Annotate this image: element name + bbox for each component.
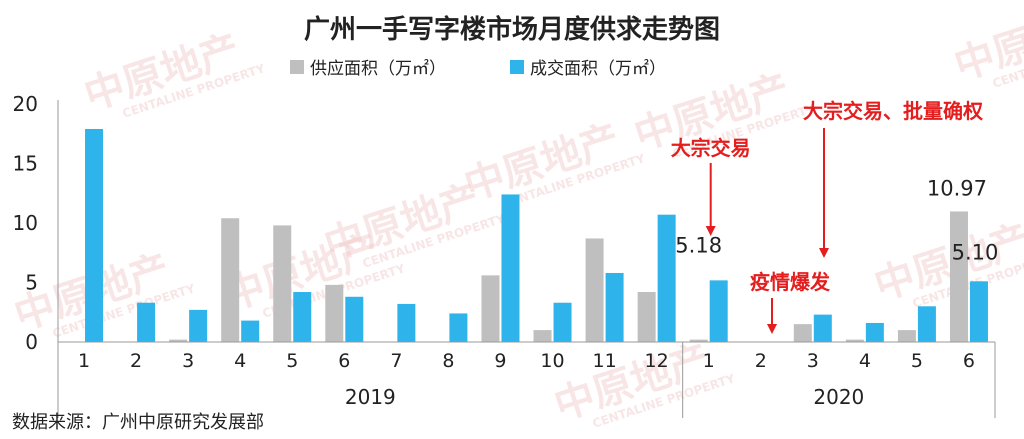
- bar-transaction: [605, 272, 624, 342]
- chart-title: 广州一手写字楼市场月度供求走势图: [304, 14, 720, 45]
- bar-supply: [533, 330, 552, 342]
- annotation-arrow-head: [767, 324, 777, 334]
- bar-transaction: [449, 313, 468, 342]
- x-tick-label: 8: [442, 350, 454, 372]
- bar-transaction: [553, 302, 572, 342]
- bar-supply: [637, 292, 656, 342]
- year-label: 2020: [813, 385, 864, 409]
- bar-transaction: [345, 296, 364, 342]
- x-tick-label: 7: [390, 350, 402, 372]
- legend-swatch-transaction: [510, 60, 524, 74]
- source-note: 数据来源：广州中原研究发展部: [12, 412, 264, 433]
- x-tick-label: 3: [182, 350, 194, 372]
- bar-supply: [481, 275, 500, 342]
- annotation-label: 疫情爆发: [750, 270, 831, 294]
- bar-transaction: [657, 214, 676, 342]
- x-tick-label: 5: [911, 350, 923, 372]
- x-tick-label: 3: [807, 350, 819, 372]
- y-tick-label: 15: [13, 152, 38, 176]
- data-label: 5.10: [952, 240, 999, 264]
- x-tick-label: 1: [703, 350, 715, 372]
- x-tick-label: 2: [130, 350, 142, 372]
- legend-swatch-supply: [290, 60, 304, 74]
- bar-transaction: [85, 128, 104, 342]
- x-tick-label: 11: [592, 350, 616, 372]
- bar-supply: [169, 339, 188, 342]
- bar-transaction: [397, 303, 416, 342]
- bar-transaction: [865, 322, 884, 342]
- bar-supply: [897, 330, 916, 342]
- y-tick-label: 10: [13, 211, 38, 235]
- x-tick-label: 6: [963, 350, 975, 372]
- annotation-arrow-head: [705, 226, 716, 236]
- y-tick-label: 20: [13, 92, 38, 116]
- bar-supply: [689, 339, 708, 342]
- x-tick-label: 1: [78, 350, 90, 372]
- bar-transaction: [813, 314, 832, 342]
- bar-supply: [585, 238, 604, 342]
- annotation-label: 大宗交易: [671, 136, 751, 160]
- bar-transaction: [917, 306, 936, 342]
- bar-supply: [845, 339, 864, 342]
- x-tick-label: 5: [286, 350, 298, 372]
- bar-supply: [793, 324, 812, 342]
- x-tick-label: 10: [540, 350, 564, 372]
- bar-supply: [949, 211, 968, 342]
- bars: [85, 128, 988, 342]
- bar-transaction: [137, 302, 156, 342]
- y-tick-label: 0: [25, 330, 38, 354]
- bar-transaction: [709, 280, 728, 342]
- legend-label-transaction: 成交面积（万㎡）: [530, 59, 666, 79]
- bar-transaction: [241, 320, 260, 342]
- bar-supply: [221, 218, 240, 342]
- x-tick-label: 6: [338, 350, 350, 372]
- y-tick-label: 5: [25, 271, 38, 295]
- x-tick-label: 9: [494, 350, 506, 372]
- annotation-label: 大宗交易、批量确权: [803, 99, 984, 123]
- year-label: 2019: [345, 385, 396, 409]
- x-tick-label: 2: [755, 350, 767, 372]
- bar-supply: [325, 284, 344, 342]
- annotation-arrow-head: [819, 248, 829, 258]
- data-labels: 5.18 10.97 5.10: [675, 176, 998, 264]
- x-tick-label: 12: [645, 350, 669, 372]
- legend: 供应面积（万㎡） 成交面积（万㎡）: [290, 59, 666, 79]
- y-axis: 0 5 10 15 20: [13, 92, 59, 354]
- bar-transaction: [293, 292, 312, 342]
- bar-transaction: [501, 194, 520, 342]
- data-label: 5.18: [675, 233, 722, 257]
- x-tick-label: 4: [859, 350, 871, 372]
- bar-supply: [273, 225, 292, 342]
- bar-transaction: [189, 309, 208, 342]
- data-label: 10.97: [927, 176, 987, 200]
- bar-transaction: [969, 281, 988, 342]
- legend-label-supply: 供应面积（万㎡）: [310, 59, 446, 79]
- x-tick-label: 4: [234, 350, 246, 372]
